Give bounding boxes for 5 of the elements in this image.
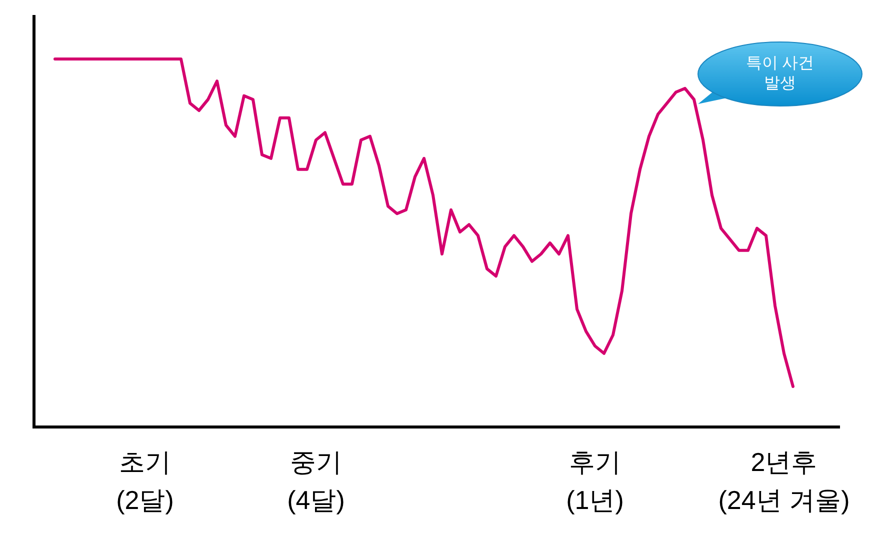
x-tick-label: 후기 (1년) [566,447,624,515]
x-tick-label: 2년후 (24년 겨울) [718,447,850,515]
annotation: 특이 사건 발생 [746,55,814,92]
x-tick-label: 중기 (4달) [287,447,345,515]
x-tick-label: 초기 (2달) [116,447,174,515]
